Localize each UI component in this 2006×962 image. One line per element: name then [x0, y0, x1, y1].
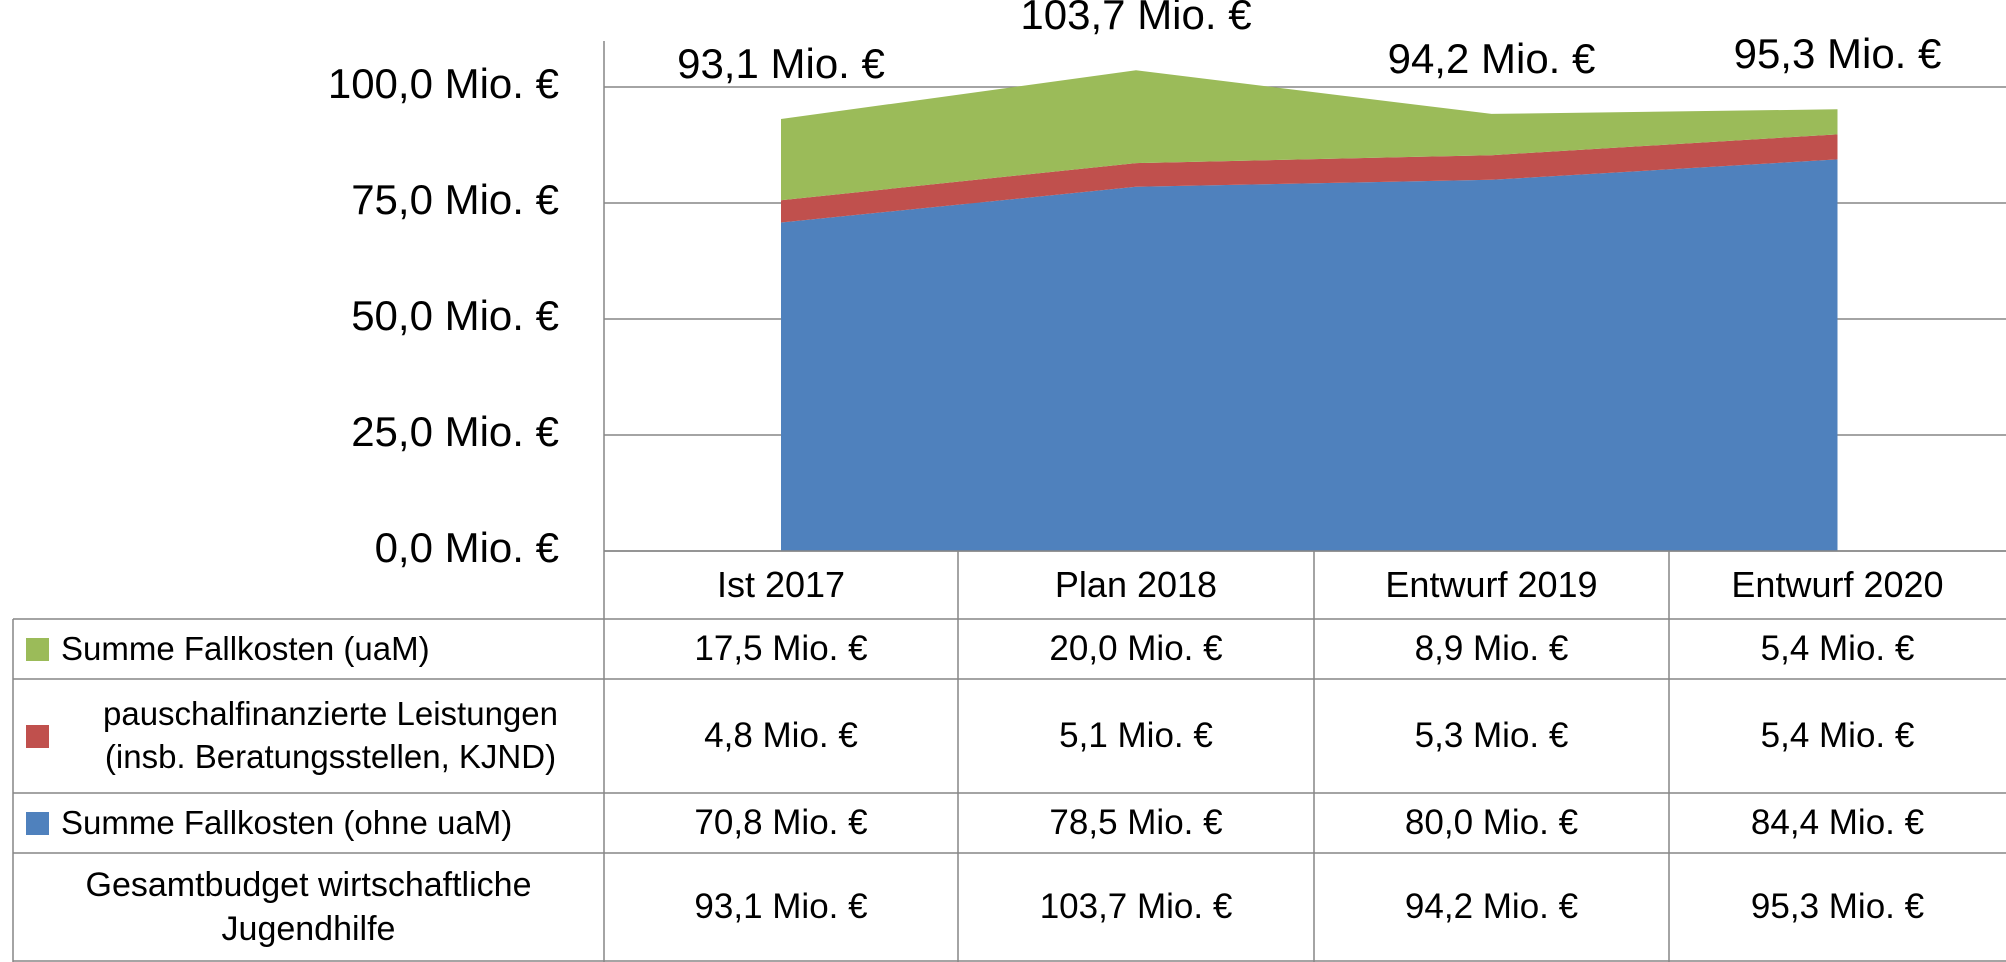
- legend-label: Summe Fallkosten (uaM): [61, 629, 430, 667]
- table-value: 94,2 Mio. €: [1404, 887, 1579, 926]
- table-value: 80,0 Mio. €: [1404, 803, 1579, 842]
- x-tick-label: Plan 2018: [1054, 564, 1218, 605]
- y-tick-label: 50,0 Mio. €: [351, 292, 559, 339]
- legend-entry: Summe Fallkosten (ohne uaM): [26, 793, 600, 853]
- table-value: 5,4 Mio. €: [1760, 716, 1915, 755]
- table-value: 5,1 Mio. €: [1059, 716, 1213, 755]
- x-tick-label: Entwurf 2020: [1731, 564, 1944, 605]
- totals-label: Gesamtbudget wirtschaftliche Jugendhilfe: [85, 865, 532, 948]
- table-value: 93,1 Mio. €: [694, 887, 868, 926]
- y-tick-label: 75,0 Mio. €: [351, 176, 559, 223]
- total-label: 93,1 Mio. €: [677, 40, 885, 87]
- total-label: 95,3 Mio. €: [1734, 30, 1942, 77]
- legend-label: Summe Fallkosten (ohne uaM): [61, 803, 513, 841]
- legend-entry: Summe Fallkosten (uaM): [26, 619, 600, 679]
- y-tick-label: 0,0 Mio. €: [375, 524, 559, 571]
- x-tick-label: Entwurf 2019: [1385, 564, 1598, 605]
- area: [781, 134, 1838, 223]
- legend-swatch: [26, 811, 49, 835]
- legend-swatch: [26, 637, 49, 661]
- table-value: 17,5 Mio. €: [694, 629, 868, 668]
- table-value: 70,8 Mio. €: [694, 803, 868, 842]
- table-value: 95,3 Mio. €: [1750, 887, 1925, 926]
- area: [781, 70, 1838, 201]
- legend-entry: pauschalfinanzierte Leistungen (insb. Be…: [26, 679, 600, 793]
- legend-label: pauschalfinanzierte Leistungen (insb. Be…: [103, 695, 558, 775]
- area: [781, 159, 1838, 551]
- table-value: 5,3 Mio. €: [1414, 716, 1569, 755]
- y-tick-label: 25,0 Mio. €: [351, 408, 559, 455]
- table-value: 103,7 Mio. €: [1039, 887, 1233, 926]
- table-value: 5,4 Mio. €: [1760, 629, 1915, 668]
- table-value: 8,9 Mio. €: [1414, 629, 1569, 668]
- total-label: 103,7 Mio. €: [1020, 0, 1251, 38]
- table-value: 4,8 Mio. €: [704, 716, 858, 755]
- table-value: 84,4 Mio. €: [1750, 803, 1925, 842]
- table-value: 20,0 Mio. €: [1049, 629, 1223, 668]
- legend-swatch: [26, 724, 49, 748]
- total-label: 94,2 Mio. €: [1388, 35, 1596, 82]
- x-tick-label: Ist 2017: [716, 564, 846, 605]
- y-tick-label: 100,0 Mio. €: [328, 60, 559, 107]
- table-value: 78,5 Mio. €: [1049, 803, 1223, 842]
